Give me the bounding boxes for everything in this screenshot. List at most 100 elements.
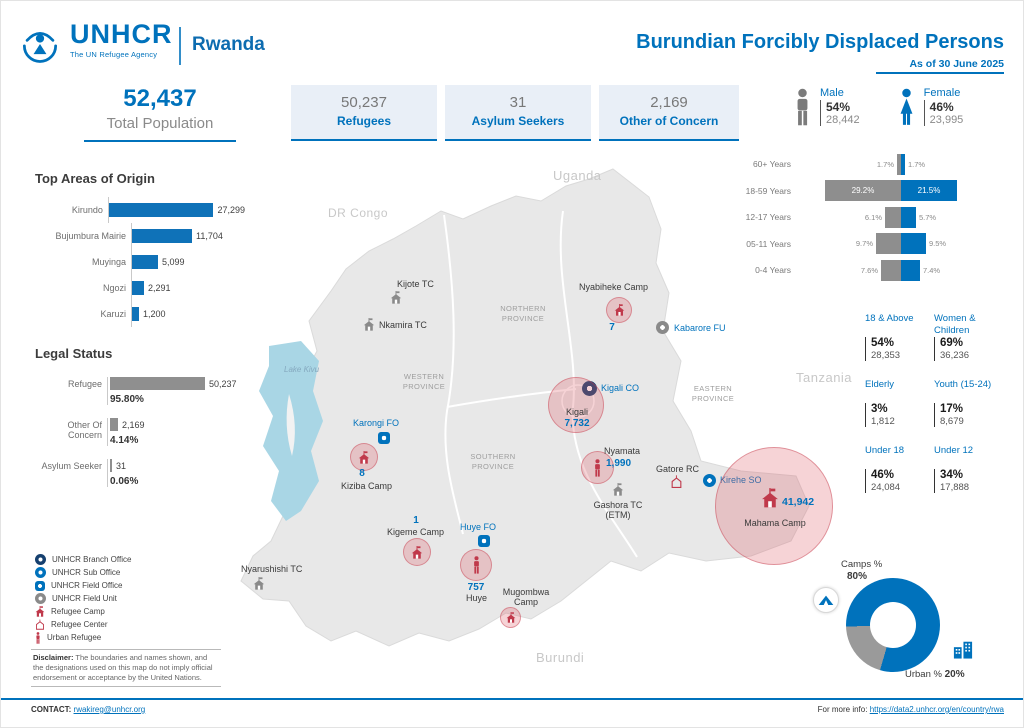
- origin-chart-title: Top Areas of Origin: [35, 171, 155, 186]
- demo-pct: 54%: [871, 337, 895, 349]
- field-office-icon: [35, 580, 45, 591]
- kiziba-population: 8: [359, 468, 365, 479]
- legal-row: Refugee 50,237 95.80%: [35, 377, 245, 405]
- legend-label: UNHCR Field Unit: [52, 594, 117, 603]
- demo-pct: 69%: [940, 337, 964, 349]
- gender-breakdown: Male 54% 28,442 Female 46% 23,995: [794, 87, 963, 127]
- origin-bar: [132, 307, 139, 321]
- origin-bar-value: 1,200: [143, 309, 166, 319]
- demo-pct: 3%: [871, 403, 888, 415]
- field-office-icon: [478, 535, 490, 547]
- refugees-label: Refugees: [336, 114, 392, 128]
- female-pct-label: 9.5%: [929, 239, 947, 249]
- contact-row: CONTACT: rwakireg@unhcr.org: [31, 705, 145, 714]
- disclaimer-text: The boundaries and names shown, and the …: [33, 653, 213, 683]
- male-bar: [881, 259, 901, 281]
- demo-count: 24,084: [871, 482, 901, 493]
- female-count: 23,995: [929, 114, 964, 126]
- origin-bar-label: Ngozi: [35, 275, 132, 301]
- mahama-population: 41,942: [782, 496, 815, 508]
- refugee-camp-icon: [506, 612, 515, 623]
- legend-item: Refugee Center: [35, 618, 131, 631]
- donut-hole: [870, 602, 916, 648]
- nyarushishi-tc-label: Nyarushishi TC: [241, 564, 303, 574]
- legal-value: 50,237: [209, 378, 237, 389]
- demo-label: Women & Children: [934, 313, 976, 336]
- karongi-fo-label: Karongi FO: [353, 418, 400, 428]
- refugee-camp-icon: [614, 304, 624, 316]
- female-pct-label: 7.4%: [923, 265, 941, 275]
- map-legend: UNHCR Branch Office UNHCR Sub Office UNH…: [35, 553, 131, 644]
- origin-bar-value: 11,704: [196, 231, 223, 241]
- legend-item: UNHCR Field Office: [35, 579, 131, 592]
- camp-badge: [813, 587, 839, 613]
- male-pct-label: 29.2%: [851, 186, 875, 196]
- origin-bar-value: 27,299: [217, 205, 245, 215]
- pyramid-row: 18-59 Years 29.2% 21.5%: [741, 178, 1003, 205]
- male-label: Male: [820, 87, 844, 99]
- other-of-concern-value: 2,169: [650, 94, 688, 111]
- sub-office-icon: [35, 567, 46, 578]
- province-label-eastern: EASTERN PROVINCE: [691, 384, 735, 404]
- male-bar: [885, 206, 901, 228]
- legend-item: Refugee Camp: [35, 605, 131, 618]
- pyramid-age-label: 18-59 Years: [745, 185, 791, 196]
- male-block: Male 54% 28,442: [794, 87, 860, 127]
- demo-pct: 46%: [871, 469, 895, 481]
- nyabiheke-camp-label: Nyabiheke Camp: [579, 282, 649, 292]
- refugee-camp-icon: [762, 488, 778, 508]
- legend-label: UNHCR Sub Office: [52, 568, 121, 577]
- refugee-camp-icon: [358, 450, 370, 464]
- refugees-value: 50,237: [341, 94, 387, 111]
- more-info-link[interactable]: https://data2.unhcr.org/en/country/rwa: [869, 705, 1004, 714]
- other-of-concern-stat-box: 2,169 Other of Concern: [599, 85, 739, 141]
- origin-bar-row: Muyinga 5,099: [35, 249, 245, 275]
- female-bar: 21.5%: [901, 180, 957, 202]
- demo-count: 1,812: [871, 416, 895, 427]
- refugee-center-icon: [36, 619, 44, 630]
- country-label-uganda: Uganda: [553, 168, 602, 183]
- contact-email-link[interactable]: rwakireg@unhcr.org: [73, 705, 146, 714]
- nkamira-tc-label: Nkamira TC: [379, 320, 427, 330]
- pyramid-row: 60+ Years 1.7% 1.7%: [741, 151, 1003, 178]
- urban-buildings-icon: [953, 641, 973, 659]
- legal-status-title: Legal Status: [35, 346, 113, 361]
- kigeme-camp-bubble: [403, 538, 431, 566]
- female-pct-label: 21.5%: [917, 186, 941, 196]
- demographic-summary: 18 & Above 54% 28,353 Women & Children 6…: [865, 313, 1018, 493]
- pyramid-row: 12-17 Years 6.1% 5.7%: [741, 204, 1003, 231]
- origin-bar: [108, 203, 214, 217]
- total-population-label: Total Population: [106, 115, 214, 132]
- refugee-camp-icon: [411, 545, 423, 559]
- kigeme-population: 1: [413, 515, 419, 526]
- kigali-bubble: Kigali 7,732: [548, 377, 604, 433]
- field-unit-icon: [656, 321, 669, 334]
- tent-icon: [818, 595, 834, 605]
- camps-pct: 80%: [847, 571, 868, 582]
- origin-bar-row: Ngozi 2,291: [35, 275, 245, 301]
- legend-label: UNHCR Field Office: [51, 581, 123, 590]
- urban-label-row: Urban % 20%: [905, 669, 965, 680]
- female-person-icon: [900, 88, 913, 125]
- demo-label: Under 12: [934, 445, 974, 456]
- as-of-date: As of 30 June 2025: [909, 58, 1004, 70]
- logo-wordmark: UNHCR: [70, 19, 173, 49]
- province-label-northern: NORTHERN PROVINCE: [500, 304, 546, 324]
- female-block: Female 46% 23,995: [898, 87, 964, 127]
- female-pct-label: 1.7%: [908, 159, 926, 169]
- field-office-icon: [378, 432, 390, 444]
- refugee-camp-icon: [35, 606, 45, 617]
- demo-count: 28,353: [871, 350, 901, 361]
- kijote-tc-label: Kijote TC: [397, 279, 434, 289]
- legal-label: Refugee: [67, 379, 102, 389]
- demo-label: 18 & Above: [865, 313, 914, 324]
- transit-center-icon: [253, 577, 265, 590]
- total-population-block: 52,437 Total Population: [84, 85, 236, 142]
- total-population-value: 52,437: [123, 85, 197, 112]
- kigali-label: Kigali: [565, 407, 588, 417]
- demo-count: 17,888: [940, 482, 970, 493]
- province-label-western: WESTERN PROVINCE: [402, 372, 446, 392]
- header-divider: [179, 27, 181, 65]
- urban-label: Urban %: [905, 669, 942, 680]
